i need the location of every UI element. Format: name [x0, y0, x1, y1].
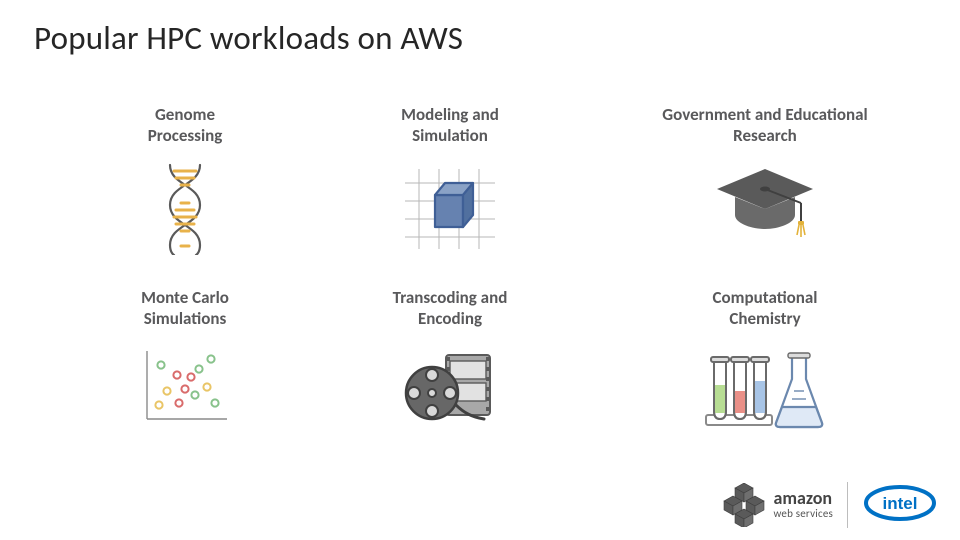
cell-label: Monte Carlo Simulations	[141, 287, 229, 330]
workload-grid: Genome Processing	[85, 104, 915, 435]
cell-comp-chemistry: Computational Chemistry	[615, 287, 915, 436]
test-tubes-flask-icon	[700, 345, 830, 435]
aws-cubes-icon	[721, 483, 767, 527]
dna-helix-icon	[162, 163, 208, 255]
cell-modeling-simulation: Modeling and Simulation	[310, 104, 590, 255]
cell-label: Genome Processing	[148, 104, 223, 147]
scatter-plot-icon	[137, 345, 233, 427]
svg-text:intel: intel	[883, 494, 918, 513]
aws-wordmark: amazon web services	[773, 490, 833, 519]
cell-label: Government and Educational Research	[662, 104, 867, 147]
cell-transcoding: Transcoding and Encoding	[310, 287, 590, 436]
page-title: Popular HPC workloads on AWS	[34, 18, 463, 58]
aws-brand-bottom: web services	[773, 507, 833, 520]
cell-label: Transcoding and Encoding	[393, 287, 508, 330]
film-reel-icon	[400, 345, 500, 431]
aws-logo: amazon web services	[721, 483, 833, 527]
aws-brand-top: amazon	[773, 490, 833, 506]
graduation-cap-icon	[711, 163, 819, 243]
cell-label: Computational Chemistry	[713, 287, 818, 330]
cell-gov-edu-research: Government and Educational Research	[615, 104, 915, 255]
cube-grid-icon	[401, 163, 499, 253]
footer-divider	[847, 482, 848, 528]
cell-label: Modeling and Simulation	[401, 104, 499, 147]
intel-logo: intel	[862, 483, 938, 528]
cell-monte-carlo: Monte Carlo Simulations	[85, 287, 285, 436]
footer-brands: amazon web services intel	[721, 482, 938, 528]
cell-genome-processing: Genome Processing	[85, 104, 285, 255]
